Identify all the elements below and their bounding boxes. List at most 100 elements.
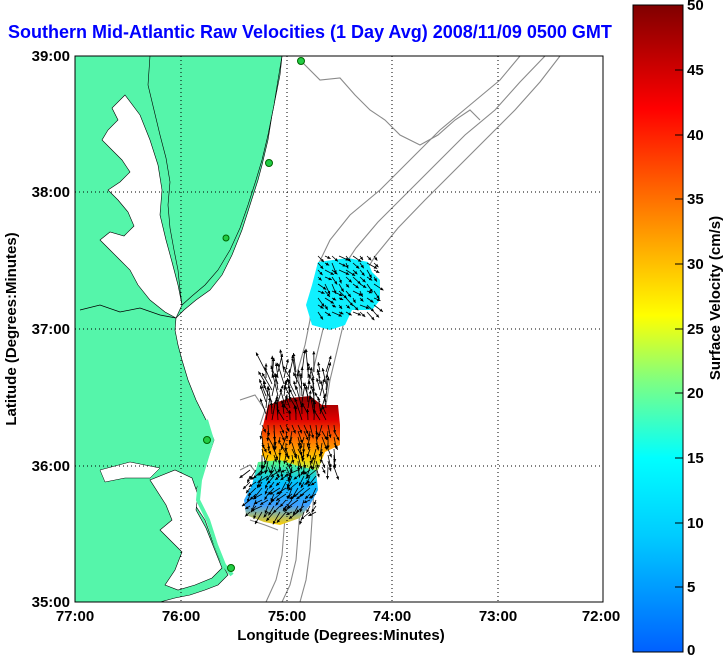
velocity-vector [303,460,307,469]
velocity-vector [320,448,324,456]
velocity-vector [338,311,344,315]
velocity-vector [309,460,313,470]
velocity-vector [321,460,326,469]
velocity-vector [264,487,269,495]
station-marker [203,436,211,444]
velocity-vector [352,276,361,285]
velocity-vector [280,436,287,450]
velocity-vector [277,436,281,444]
velocity-vector [366,290,373,294]
velocity-vector [297,430,303,444]
velocity-vector [257,475,269,484]
velocity-vector [345,262,349,269]
velocity-vector [359,290,363,298]
velocity-vector [300,469,305,476]
y-tick-label: 36:00 [32,458,70,475]
grid-lines [75,56,603,602]
x-tick-label: 76:00 [162,608,200,625]
station-marker [297,57,305,65]
velocity-vector [317,262,324,270]
velocity-vector [317,283,327,290]
velocity-vector [276,487,287,495]
plot-frame [74,55,604,603]
velocity-vector [281,403,285,415]
velocity-vector [359,304,370,309]
velocity-vector [331,290,343,297]
james-river [79,304,177,319]
velocity-vector [267,442,271,450]
velocity-vector [352,297,356,304]
velocity-vector [285,424,290,432]
velocity-vector [325,373,329,391]
colorbar-ticks [675,4,683,653]
y-tick-label: 35:00 [32,594,70,611]
velocity-vector [286,475,293,488]
velocity-vector [269,401,274,415]
x-tick-label: 72:00 [582,608,620,625]
velocity-vector [366,276,373,281]
x-axis-label: Longitude (Degrees:Minutes) [237,627,445,644]
velocity-vector [309,424,315,439]
velocity-vector [263,511,269,518]
velocity-vector [307,442,311,450]
velocity-vector [366,269,373,279]
velocity-vector [331,304,337,308]
velocity-vector [273,448,279,461]
velocity-vector [313,499,317,506]
velocity-vector [359,311,366,318]
velocity-vector [267,499,275,506]
velocity-vector [325,430,329,441]
velocity-vector [239,469,251,479]
velocity-vector [373,297,381,302]
velocity-vector [338,297,344,301]
velocity-vector [259,430,263,440]
velocity-vector [303,469,311,475]
velocity-vector [268,505,275,516]
velocity-vector [373,283,384,291]
velocity-vector [345,311,352,316]
velocity-vector [306,448,311,458]
velocity-vector [311,454,317,471]
velocity-vector [324,311,332,317]
velocity-vector [306,505,311,513]
velocity-vector [359,283,367,289]
velocity-vector [333,448,337,463]
velocity-vector [270,493,281,503]
velocity-vector [352,304,359,311]
velocity-vector [296,493,305,500]
velocity-vector [246,493,251,503]
velocity-vector [275,499,281,506]
colorbar-tick-label: 50 [687,0,704,14]
velocity-vector [303,430,309,441]
velocity-vector [359,276,366,283]
velocity-vector [319,407,327,421]
velocity-vector [271,400,277,421]
velocity-vector [317,304,324,309]
velocity-vector [266,424,271,437]
velocity-vector [279,442,288,457]
velocity-vector [327,454,332,468]
velocity-vector [299,487,311,497]
velocity-vector [327,448,332,458]
velocity-vector [267,436,275,450]
velocity-vector [333,430,340,441]
velocity-vector [264,493,269,501]
velocity-vector [321,367,327,385]
velocity-vector [283,454,287,465]
velocity-vector [283,505,293,512]
velocity-vector [359,269,365,277]
velocity-vector [352,311,362,316]
velocity-vector [321,405,327,415]
velocity-vector [276,511,287,523]
velocity-vector [321,436,328,450]
velocity-vector [359,262,365,269]
velocity-vector [297,424,303,434]
velocity-vector [288,436,293,445]
velocity-vector [331,311,343,317]
velocity-vector [303,424,309,435]
velocity-vector [352,269,358,275]
velocity-vector [242,481,251,490]
x-axis-ticks: 77:00 76:00 75:00 74:00 73:00 72:00 [56,608,620,625]
colorbar-tick-label: 5 [687,579,695,596]
